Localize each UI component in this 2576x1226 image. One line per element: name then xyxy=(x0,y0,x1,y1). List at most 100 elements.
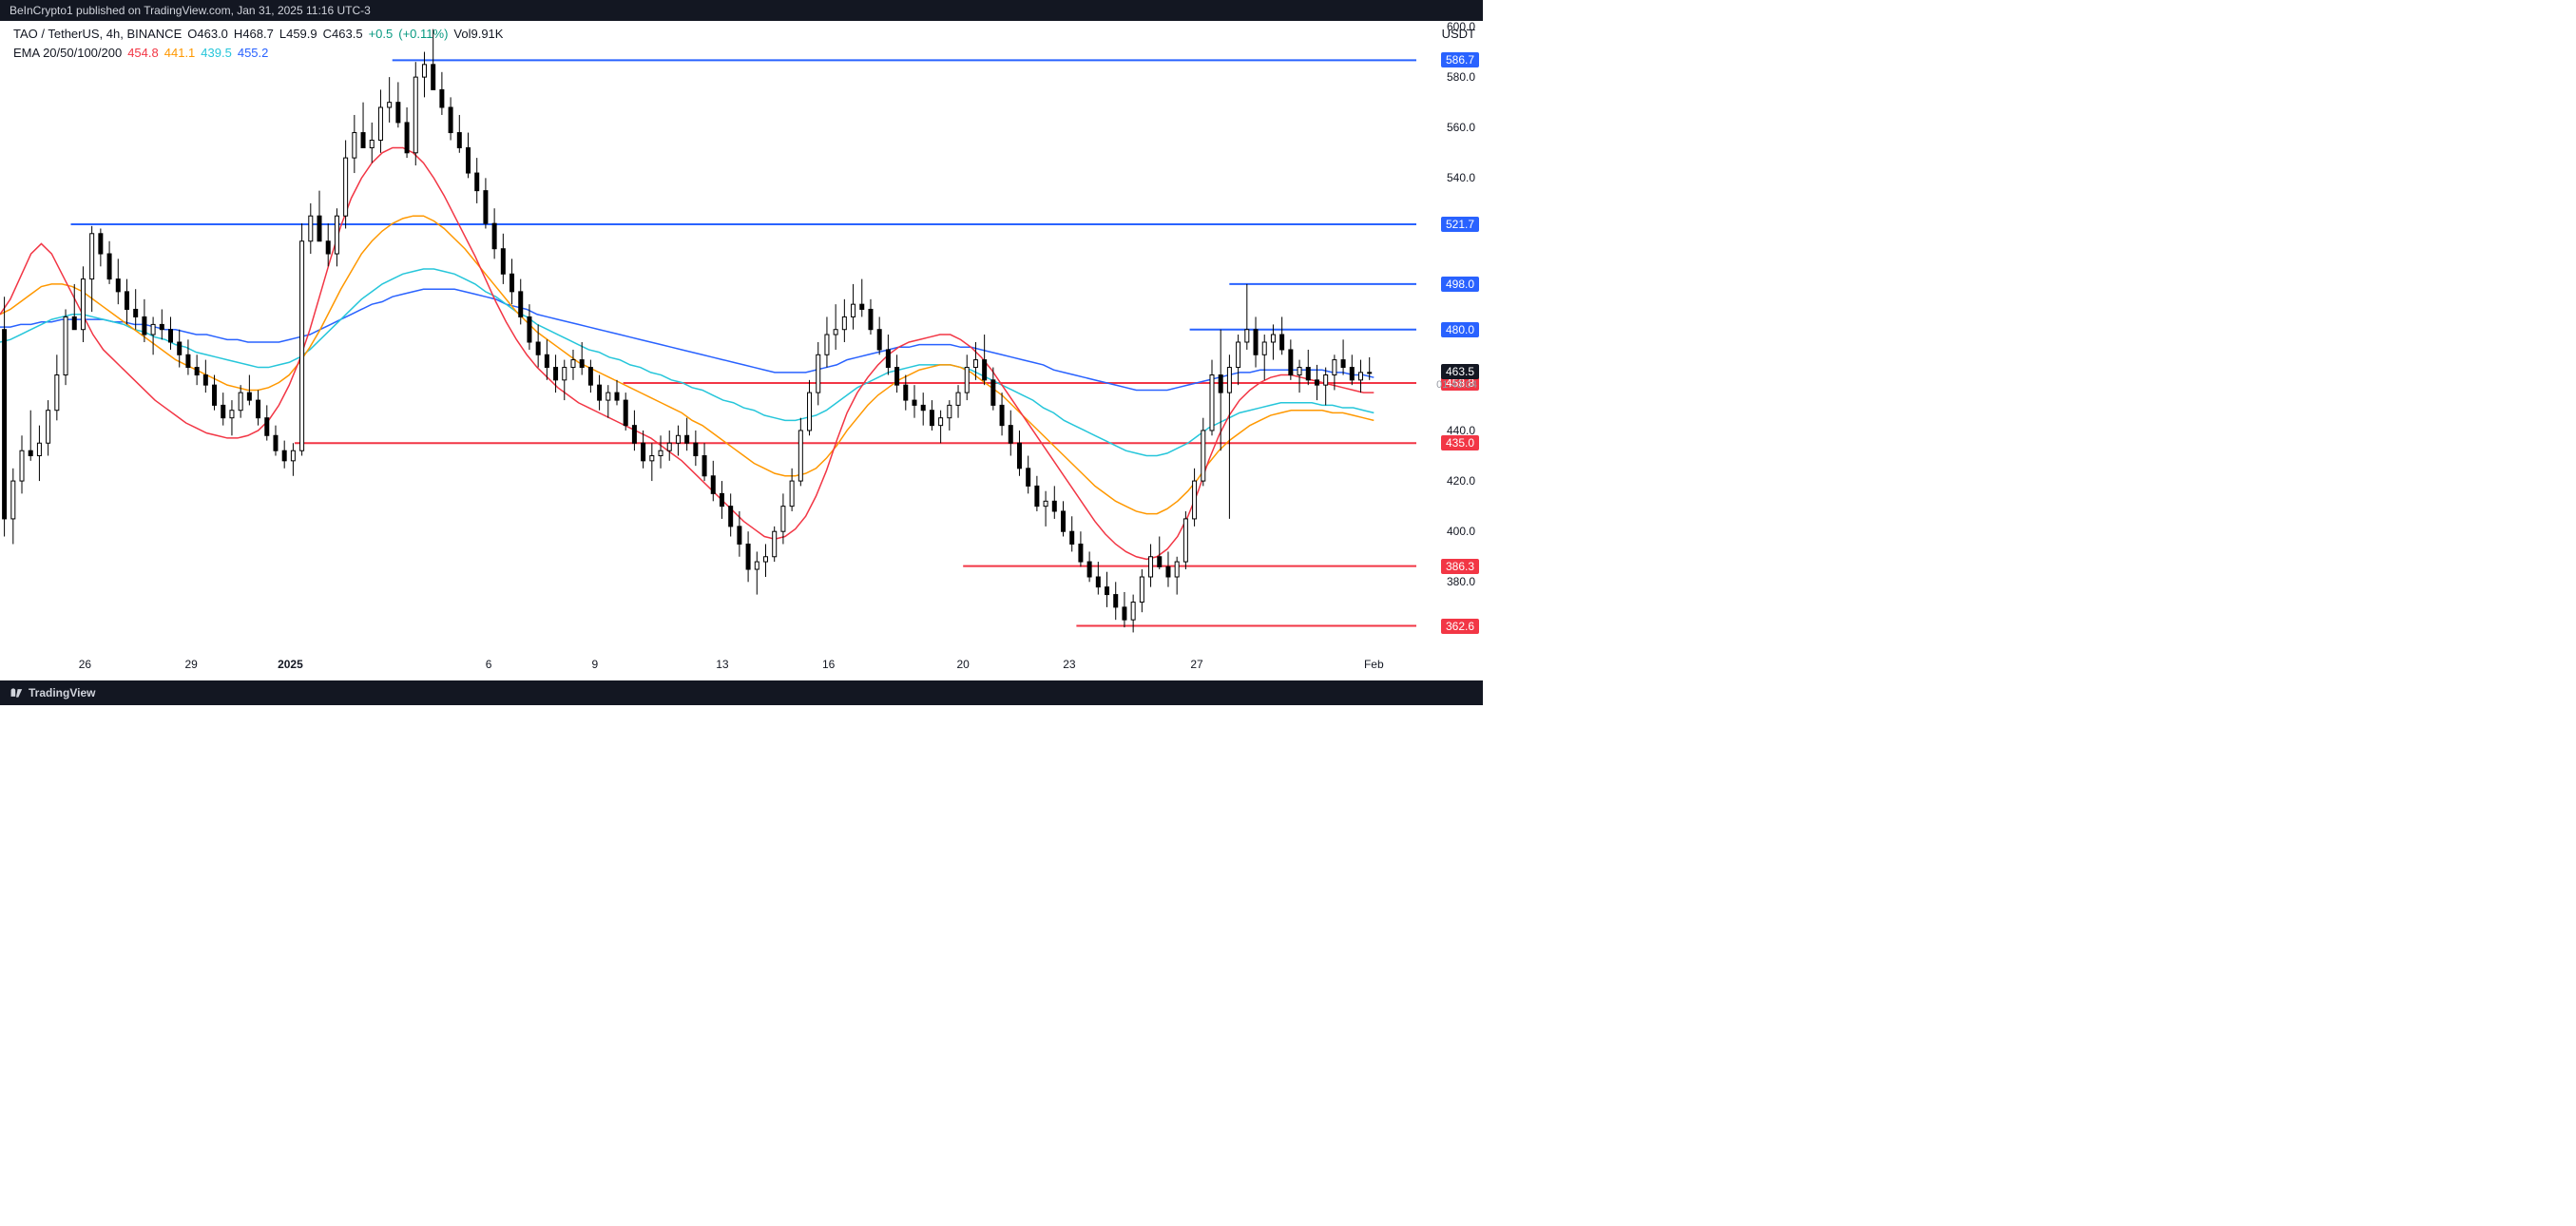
candle[interactable] xyxy=(536,342,540,354)
candle[interactable] xyxy=(983,360,987,380)
candle[interactable] xyxy=(361,133,365,148)
candle[interactable] xyxy=(1114,595,1118,607)
candle[interactable] xyxy=(1245,330,1249,342)
candle[interactable] xyxy=(746,544,750,569)
candle[interactable] xyxy=(3,330,7,519)
candle[interactable] xyxy=(1254,330,1258,355)
candle[interactable] xyxy=(798,431,802,481)
candle[interactable] xyxy=(169,330,173,342)
candle[interactable] xyxy=(545,354,548,367)
candle[interactable] xyxy=(869,309,873,329)
candle[interactable] xyxy=(1061,511,1065,531)
candle[interactable] xyxy=(1280,335,1284,350)
candle[interactable] xyxy=(1333,360,1336,375)
candle[interactable] xyxy=(1358,373,1362,380)
candle[interactable] xyxy=(1368,373,1372,374)
candle[interactable] xyxy=(291,450,295,461)
candle[interactable] xyxy=(405,123,409,153)
candle[interactable] xyxy=(422,65,426,77)
candle[interactable] xyxy=(1070,531,1074,544)
candle[interactable] xyxy=(755,562,759,569)
candle[interactable] xyxy=(886,350,890,368)
candle[interactable] xyxy=(1324,375,1328,386)
candle[interactable] xyxy=(720,493,723,506)
candle[interactable] xyxy=(921,405,925,410)
candle[interactable] xyxy=(467,147,471,173)
candle[interactable] xyxy=(956,393,960,405)
candle[interactable] xyxy=(257,400,260,418)
candle[interactable] xyxy=(1271,335,1275,342)
candle[interactable] xyxy=(335,216,338,254)
candle[interactable] xyxy=(1298,368,1301,375)
candle[interactable] xyxy=(1315,380,1318,385)
candle[interactable] xyxy=(510,274,514,292)
candle[interactable] xyxy=(685,435,689,443)
candle[interactable] xyxy=(598,385,602,400)
candle[interactable] xyxy=(606,393,610,400)
candle[interactable] xyxy=(852,304,855,316)
candle[interactable] xyxy=(55,375,59,411)
candle[interactable] xyxy=(729,507,733,527)
candle[interactable] xyxy=(1000,405,1004,425)
candle[interactable] xyxy=(913,400,916,405)
candle[interactable] xyxy=(1183,519,1187,562)
candle[interactable] xyxy=(624,400,627,426)
candle[interactable] xyxy=(195,368,199,375)
candle[interactable] xyxy=(107,254,111,279)
candle[interactable] xyxy=(948,405,952,417)
candle[interactable] xyxy=(659,450,663,455)
candle[interactable] xyxy=(20,450,24,481)
candle[interactable] xyxy=(834,330,837,335)
candle[interactable] xyxy=(178,342,182,354)
candle[interactable] xyxy=(817,354,820,393)
candle[interactable] xyxy=(764,557,768,562)
candle[interactable] xyxy=(781,507,785,532)
candle[interactable] xyxy=(440,89,444,107)
candle[interactable] xyxy=(1341,360,1345,368)
candle[interactable] xyxy=(528,316,531,342)
candle[interactable] xyxy=(1140,577,1144,603)
candle[interactable] xyxy=(571,360,575,368)
candle[interactable] xyxy=(790,481,794,507)
candle[interactable] xyxy=(11,481,15,519)
candle[interactable] xyxy=(650,456,654,461)
candle[interactable] xyxy=(1035,486,1039,506)
candle[interactable] xyxy=(29,450,32,455)
candle[interactable] xyxy=(326,241,330,254)
candle[interactable] xyxy=(1306,368,1310,380)
candle[interactable] xyxy=(221,405,225,417)
time-axis[interactable]: 26292025691316202327Feb xyxy=(0,658,1416,679)
candle[interactable] xyxy=(667,443,671,450)
candle[interactable] xyxy=(1350,368,1354,380)
candle[interactable] xyxy=(1079,544,1083,562)
candle[interactable] xyxy=(186,354,190,367)
candle[interactable] xyxy=(143,316,146,335)
candle[interactable] xyxy=(1166,566,1170,577)
candle[interactable] xyxy=(274,435,278,450)
candle[interactable] xyxy=(1017,443,1021,469)
candle[interactable] xyxy=(842,316,846,329)
candle[interactable] xyxy=(1201,431,1205,481)
candle[interactable] xyxy=(860,304,864,309)
candle[interactable] xyxy=(965,368,969,393)
candle[interactable] xyxy=(1289,350,1293,375)
price-axis[interactable]: 600.0580.0560.0540.0440.0420.0400.0380.0… xyxy=(1416,27,1483,658)
candle[interactable] xyxy=(930,411,933,426)
candle[interactable] xyxy=(370,141,374,148)
candle[interactable] xyxy=(632,426,636,444)
candle[interactable] xyxy=(1052,501,1056,511)
candle[interactable] xyxy=(309,216,313,241)
candle[interactable] xyxy=(300,241,304,450)
candle[interactable] xyxy=(90,234,94,279)
candle[interactable] xyxy=(116,279,120,292)
candle[interactable] xyxy=(1105,587,1109,595)
candle[interactable] xyxy=(353,133,356,159)
candle[interactable] xyxy=(1193,481,1197,519)
candle[interactable] xyxy=(151,324,155,335)
candle[interactable] xyxy=(1175,562,1179,577)
candle[interactable] xyxy=(519,292,523,317)
candle[interactable] xyxy=(247,393,251,400)
candle[interactable] xyxy=(37,443,41,455)
candle[interactable] xyxy=(47,411,50,444)
candle[interactable] xyxy=(1158,557,1162,567)
